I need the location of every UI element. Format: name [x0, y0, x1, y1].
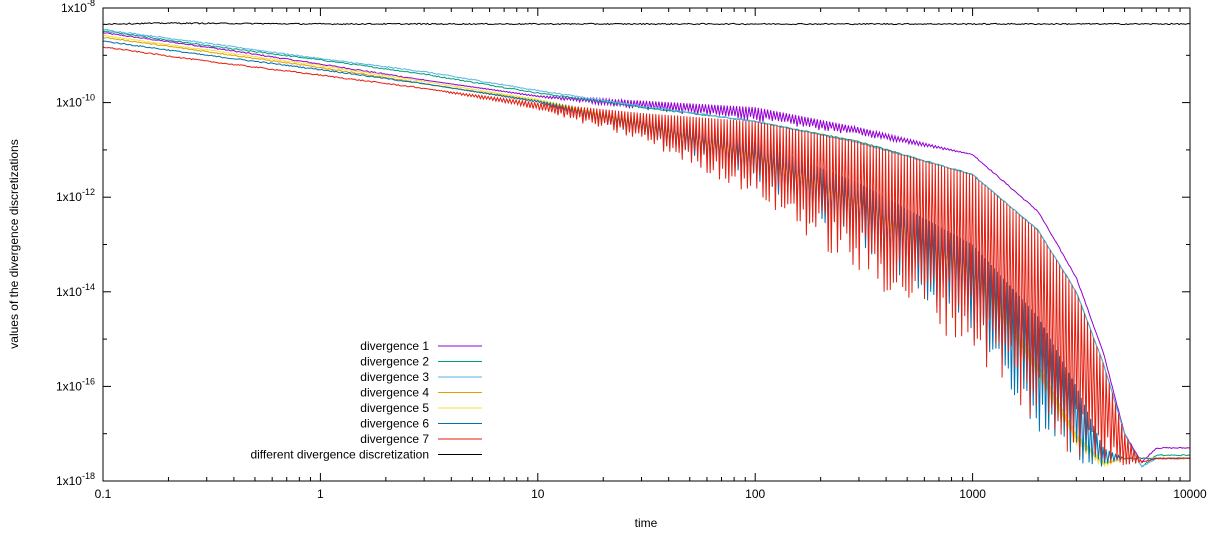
- y-tick-label: 1x10-8: [61, 0, 95, 15]
- series-layer: [102, 21, 1191, 468]
- x-tick-label: 0.1: [95, 487, 112, 501]
- legend-label: divergence 5: [360, 401, 429, 415]
- legend-label: divergence 7: [360, 432, 429, 446]
- y-tick-label: 1x10-16: [56, 376, 95, 393]
- y-axis-title: values of the divergence discretizations: [7, 139, 21, 348]
- legend-label: different divergence discretization: [250, 448, 429, 462]
- x-tick-label: 10: [531, 487, 545, 501]
- series-line-6: [102, 40, 1191, 467]
- legend-label: divergence 6: [360, 417, 429, 431]
- x-tick-label: 1000: [959, 487, 986, 501]
- legend-label: divergence 2: [360, 355, 429, 369]
- legend-label: divergence 4: [360, 386, 429, 400]
- series-line-3: [102, 28, 1191, 468]
- series-line-2: [102, 30, 1191, 467]
- series-line-5: [102, 34, 1191, 467]
- x-tick-label: 10000: [1173, 487, 1207, 501]
- y-tick-label: 1x10-12: [56, 187, 95, 204]
- series-line-1: [102, 32, 1190, 463]
- x-tick-label: 100: [745, 487, 765, 501]
- legend-label: divergence 1: [360, 339, 429, 353]
- y-tick-label: 1x10-14: [56, 282, 95, 299]
- plot-frame: [102, 7, 1191, 482]
- x-tick-label: 1: [317, 487, 324, 501]
- series-line-7: [102, 46, 1190, 466]
- y-tick-label: 1x10-10: [56, 93, 95, 110]
- x-axis-title: time: [635, 516, 658, 530]
- legend-label: divergence 3: [360, 370, 429, 384]
- axis-ticks: 0.1 1 10 100 1000 10000 1x10-18 1x10-16 1x10-14 1…: [56, 0, 1207, 501]
- series-line-8: [102, 21, 1191, 26]
- y-tick-label: 1x10-18: [56, 471, 95, 488]
